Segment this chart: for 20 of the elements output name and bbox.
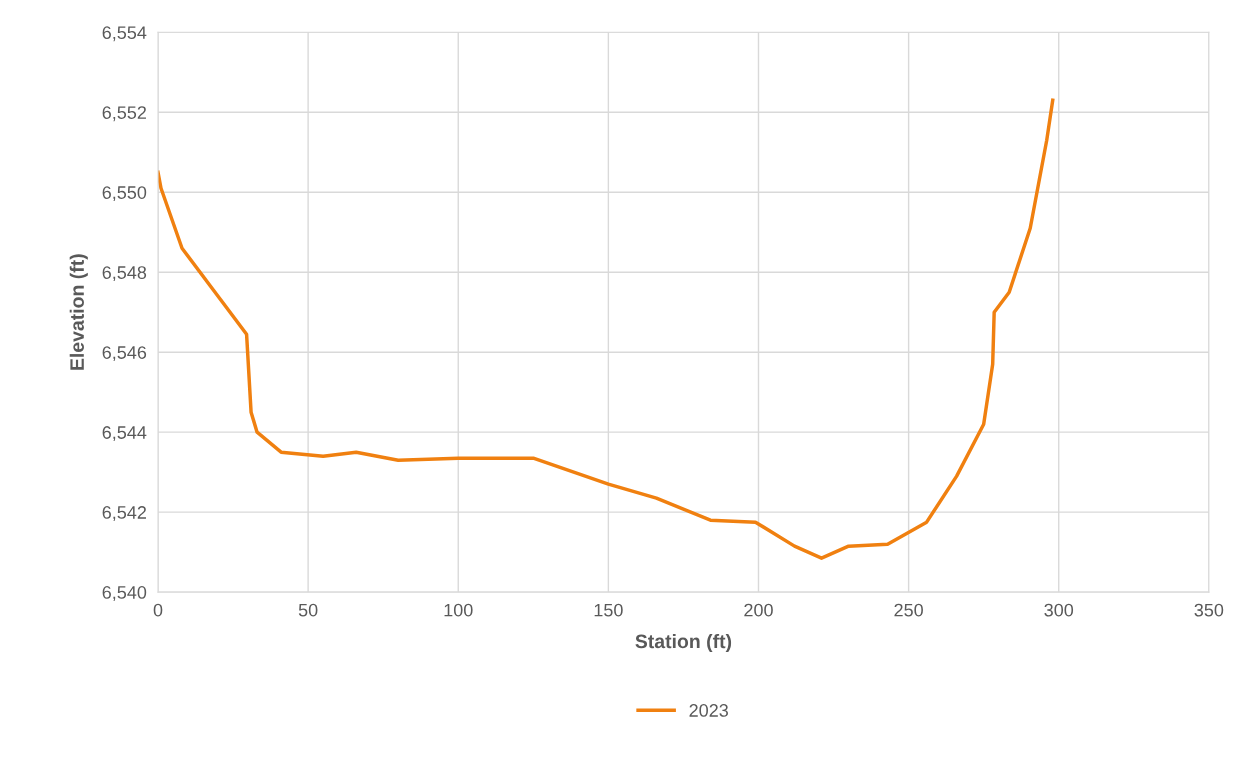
x-axis-title: Station (ft) (635, 633, 732, 653)
x-tick-label: 350 (1194, 603, 1224, 617)
x-tick-label: 300 (1044, 603, 1074, 617)
x-tick-label: 250 (894, 603, 923, 617)
x-tick-label: 100 (444, 603, 473, 617)
x-tick-label: 50 (298, 603, 318, 617)
x-tick-label: 200 (744, 603, 773, 617)
y-tick-label: 6,540 (102, 586, 147, 601)
y-axis-title: Elevation (ft) (69, 254, 88, 370)
y-tick-label: 6,546 (102, 346, 147, 362)
y-tick-label: 6,548 (102, 266, 147, 282)
y-tick-label: 6,550 (102, 186, 147, 202)
y-tick-label: 6,552 (102, 106, 146, 122)
x-tick-label: 150 (594, 603, 623, 617)
y-tick-label: 6,544 (102, 426, 147, 442)
legend-label: 2023 (689, 704, 728, 717)
x-tick-label: 0 (153, 603, 163, 617)
line-series (158, 98, 1055, 560)
y-tick-label: 6,554 (102, 26, 147, 42)
y-tick-label: 6,542 (102, 506, 146, 522)
